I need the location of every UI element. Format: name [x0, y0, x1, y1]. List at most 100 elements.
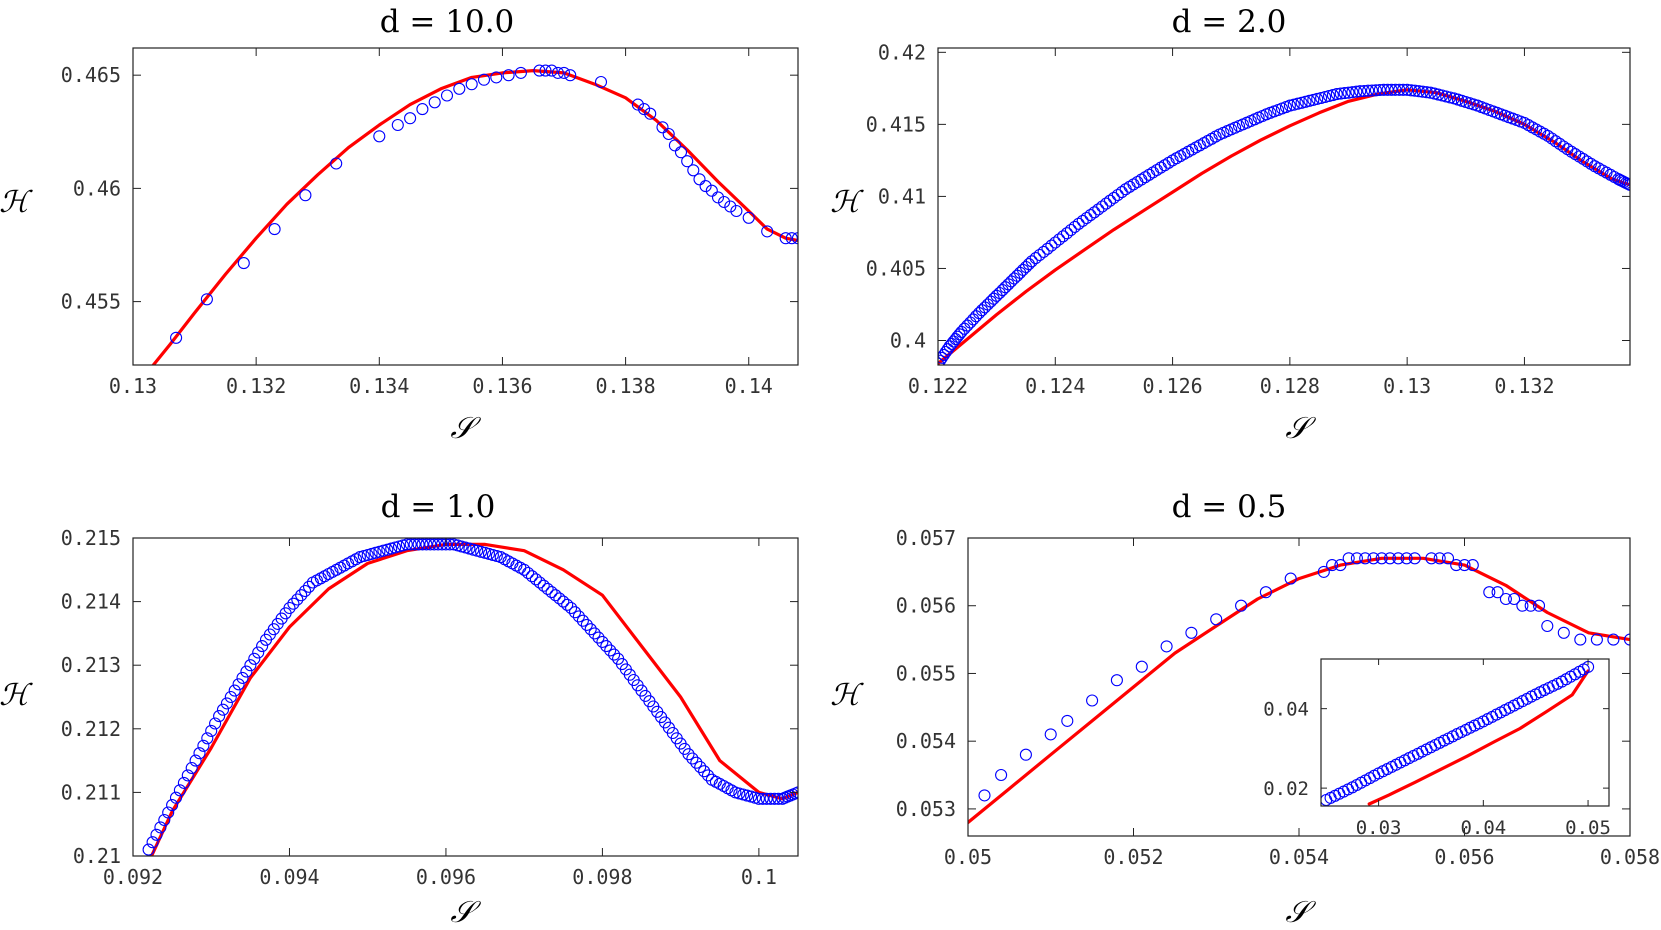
data-point: [1111, 188, 1124, 202]
data-point: [545, 64, 558, 77]
data-point: [1334, 559, 1347, 572]
data-point: [424, 538, 437, 551]
data-point: [1420, 86, 1433, 99]
data-point: [205, 724, 218, 737]
data-point: [248, 652, 261, 665]
data-point: [553, 592, 566, 605]
data-point: [453, 82, 466, 95]
data-point: [1084, 209, 1097, 222]
data-point: [1375, 552, 1388, 565]
data-point: [408, 538, 421, 551]
data-point: [416, 538, 429, 551]
data-point: [170, 331, 183, 344]
plot-area: [938, 48, 1630, 365]
data-point: [594, 75, 608, 89]
data-point: [1405, 84, 1418, 97]
y-tick-label: 0.212: [61, 717, 121, 741]
data-point: [490, 71, 503, 84]
data-point: [561, 598, 574, 611]
x-tick-label: 0.04: [1460, 817, 1506, 839]
plot-layer: 0.13 0.132 0.134 0.136 0.138 0.14 0.455 0.46 0.4…: [61, 40, 1660, 889]
data-point: [1412, 85, 1425, 98]
data-point: [701, 769, 715, 782]
data-point: [158, 813, 171, 827]
y-tick-label: 0.213: [61, 653, 121, 677]
y-tick-label: 0.214: [61, 590, 121, 614]
data-point: [1516, 599, 1529, 612]
data-point: [681, 155, 694, 168]
data-point: [181, 769, 194, 782]
x-tick-label: 0.124: [1025, 374, 1085, 398]
data-point: [529, 573, 542, 586]
data-point: [551, 66, 564, 79]
data-point: [150, 828, 163, 841]
data-point: [764, 792, 777, 805]
data-point: [1060, 227, 1074, 240]
axes-frame: [132, 47, 799, 366]
x-tick-label: 0.13: [109, 374, 157, 398]
data-point: [256, 640, 269, 653]
y-tick-label: 0.053: [896, 797, 956, 821]
data-point: [1590, 633, 1603, 646]
data-point: [580, 618, 593, 631]
x-tick-label: 0.1: [741, 865, 777, 889]
data-point: [1061, 714, 1074, 727]
data-point: [465, 78, 478, 91]
data-point: [1623, 633, 1630, 646]
data-point: [213, 710, 226, 723]
data-point: [557, 66, 571, 79]
data-point: [1025, 255, 1038, 268]
data-point: [1342, 552, 1355, 565]
y-tick-label: 0.4: [890, 329, 926, 353]
y-tick-label: 0.04: [1263, 699, 1309, 721]
data-point: [525, 570, 539, 583]
data-point: [545, 586, 558, 599]
plot-series: [968, 552, 1630, 825]
data-point: [302, 580, 316, 593]
data-point: [1401, 83, 1414, 96]
data-point: [1259, 586, 1272, 599]
x-tick-label: 0.094: [259, 865, 319, 889]
data-point: [142, 843, 155, 856]
data-point: [432, 538, 445, 551]
data-point: [698, 765, 711, 778]
x-axis-label: 𝒮: [450, 411, 481, 446]
x-axis-label: 𝒮: [1285, 895, 1316, 930]
data-point: [761, 225, 774, 238]
data-point: [1358, 84, 1371, 98]
data-point: [1072, 217, 1085, 230]
data-point: [252, 646, 265, 659]
data-point: [435, 538, 449, 551]
x-tick-label: 0.138: [595, 374, 655, 398]
data-point: [1068, 220, 1081, 233]
data-point: [391, 118, 404, 132]
data-point: [705, 184, 718, 197]
data-point: [216, 703, 230, 716]
data-point: [1441, 552, 1455, 565]
x-tick-label: 0.05: [944, 845, 992, 869]
data-point: [600, 640, 613, 653]
data-point: [1037, 245, 1050, 258]
data-point: [978, 789, 991, 802]
y-axis-label: ℋ: [830, 185, 864, 220]
data-point: [1541, 619, 1554, 633]
data-point: [693, 173, 706, 186]
data-point: [1433, 552, 1446, 565]
data-point: [166, 799, 179, 812]
data-point: [220, 697, 233, 710]
data-point: [514, 66, 527, 79]
data-point: [237, 257, 250, 270]
y-tick-label: 0.02: [1263, 778, 1309, 800]
y-tick-label: 0.465: [61, 63, 121, 87]
data-point: [1103, 194, 1117, 207]
axes-frame: [937, 47, 1631, 366]
data-point: [1397, 83, 1410, 96]
data-point: [236, 671, 249, 684]
data-point: [299, 189, 312, 202]
y-tick-label: 0.21: [73, 844, 121, 868]
x-tick-label: 0.054: [1269, 845, 1329, 869]
data-point: [185, 761, 198, 775]
data-point: [1354, 85, 1367, 98]
data-point: [1574, 633, 1587, 646]
x-tick-label: 0.136: [472, 374, 532, 398]
